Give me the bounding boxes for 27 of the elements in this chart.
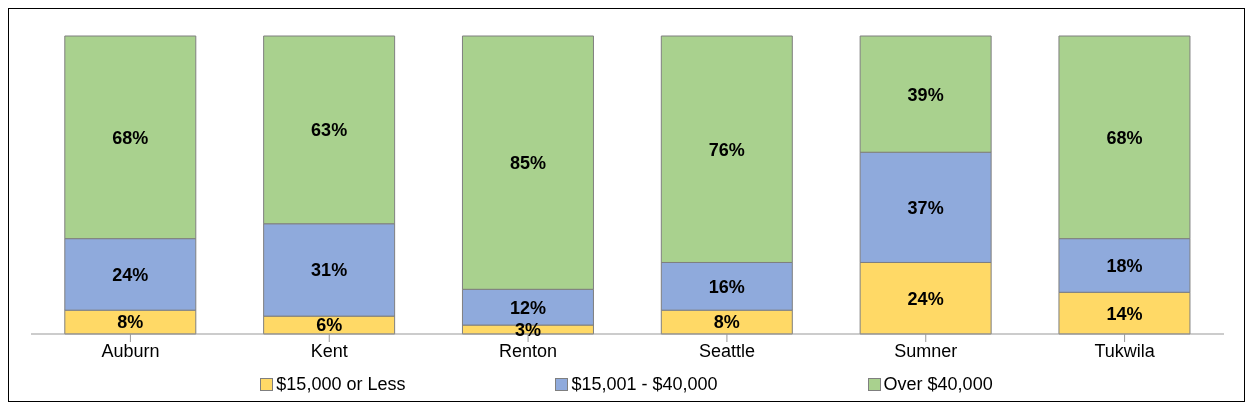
data-label: 31%	[311, 260, 348, 281]
legend-label: Over $40,000	[883, 374, 993, 395]
data-label: 14%	[1106, 303, 1143, 324]
data-label: 68%	[1106, 127, 1143, 148]
data-label: 76%	[708, 139, 745, 160]
x-tick-label: Tukwila	[1094, 340, 1156, 361]
data-label: 16%	[708, 276, 745, 297]
data-label: 68%	[112, 127, 149, 148]
data-label: 24%	[907, 288, 944, 309]
x-tick-label: Kent	[310, 340, 348, 361]
data-label: 6%	[316, 315, 343, 336]
data-label: 8%	[713, 312, 740, 333]
x-tick-label: Renton	[499, 340, 558, 361]
data-label: 3%	[514, 319, 541, 340]
data-label: 37%	[907, 197, 944, 218]
x-tick-label: Sumner	[894, 340, 958, 361]
data-label: 39%	[907, 84, 944, 105]
data-label: 24%	[112, 264, 149, 285]
data-label: 63%	[311, 120, 348, 141]
data-label: 12%	[509, 297, 546, 318]
data-label: 8%	[117, 312, 144, 333]
data-label: 85%	[509, 153, 546, 174]
legend-label: $15,000 or Less	[276, 374, 406, 395]
legend-label: $15,001 - $40,000	[571, 374, 718, 395]
data-label: 18%	[1106, 255, 1143, 276]
x-tick-label: Auburn	[101, 340, 160, 361]
x-tick-label: Seattle	[698, 340, 755, 361]
